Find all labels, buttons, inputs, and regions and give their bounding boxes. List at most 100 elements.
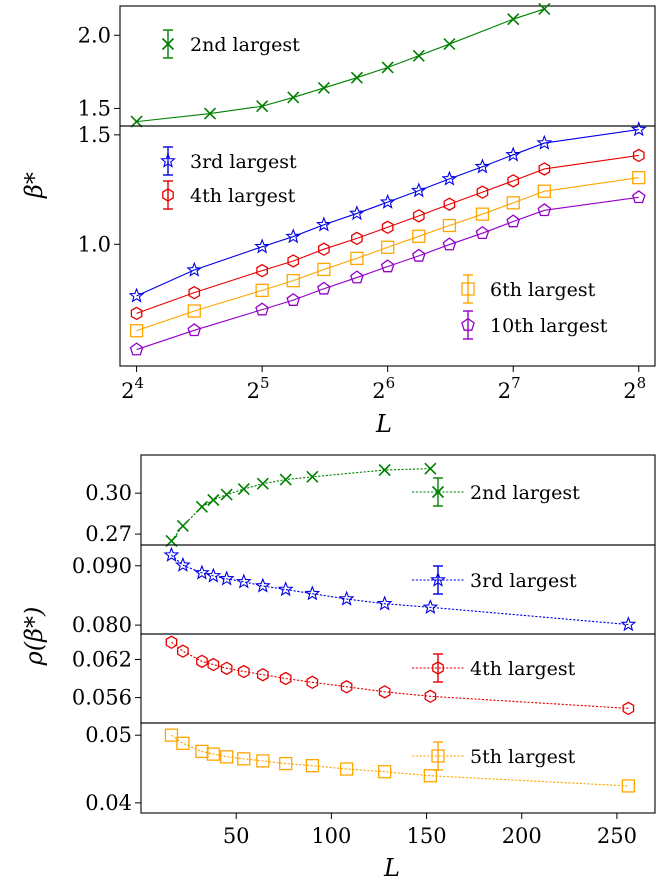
data-point [378,463,391,477]
series-line [136,8,545,123]
data-point [196,654,208,669]
data-point [318,242,330,256]
legend-label: 6th largest [490,279,596,301]
data-point [537,184,551,198]
data-point [350,251,364,266]
x-tick-label: 100 [311,824,351,848]
panel-top-upper: 1.5 2.0 2nd largest [78,2,656,128]
axes-frame [119,5,656,127]
series-4th-largest [130,148,645,321]
data-point [538,2,551,15]
data-point [410,182,427,198]
data-point [237,483,250,496]
data-point [177,644,189,658]
data-point [287,254,300,268]
data-point [220,661,233,676]
data-point [631,190,646,204]
series-line [136,128,639,297]
data-point [622,701,635,716]
legend-label: 2nd largest [470,482,580,504]
data-point [317,262,331,277]
data-point [443,197,456,211]
data-point [176,736,190,750]
data-point [207,657,220,672]
data-point [306,470,319,483]
data-point [164,728,179,742]
data-point [277,581,294,597]
data-point [186,261,203,277]
data-point [206,747,220,761]
panel-bottom-4: 0.04 0.05 50 100 150 200 250 5th largest [85,722,656,848]
data-point [412,49,425,62]
data-point [378,765,392,779]
data-point [411,248,426,262]
data-point [279,756,293,771]
data-point [507,174,520,188]
data-point [254,577,271,593]
data-point [193,564,210,580]
x-tick-label: 150 [407,824,447,848]
data-point [506,214,521,228]
data-point [306,675,319,690]
data-point [218,570,235,586]
legend-entry: 10th largest [461,310,608,340]
data-point [476,185,489,199]
data-point [350,71,363,84]
legend-label: 4th largest [470,658,576,680]
data-point [256,754,270,768]
series-line [171,468,431,542]
legend-marker [461,282,475,296]
data-point [256,477,269,490]
x-tick-label: 26 [372,374,395,403]
legend-label: 5th largest [470,746,576,768]
data-point [506,196,520,210]
data-point [507,13,520,26]
x-tick-label: 250 [597,824,637,848]
y-tick-label: 1.5 [78,96,111,120]
data-point [286,292,301,306]
data-point [128,287,145,303]
data-point [537,203,552,217]
legend-marker [461,317,475,331]
data-point [380,259,395,273]
series-line [171,734,629,787]
y-tick-label: 0.27 [85,522,132,546]
data-point [474,158,491,174]
data-point [475,225,490,240]
y-tick-label: 0.080 [72,613,132,637]
y-tick-label: 1.0 [78,232,111,256]
data-point [443,37,456,51]
y-tick-label: 0.05 [85,723,132,747]
x-tick-label: 200 [502,824,542,848]
bottom-y-axis-label: ρ(β*) [20,607,48,667]
data-point [381,240,395,254]
series-line [136,154,639,314]
data-point [376,595,393,611]
data-point [129,342,144,356]
data-point [442,237,457,251]
data-point [475,207,490,221]
series-5th-largest [164,728,635,793]
series-line [136,177,639,332]
legend-entry: 2nd largest [412,477,580,507]
data-point [632,171,646,185]
data-point [165,635,178,650]
data-point [538,162,551,176]
data-point [422,598,439,615]
data-point [286,273,300,288]
data-point [279,473,292,486]
legend-entry: 2nd largest [161,29,300,59]
top-x-axis-label: L [375,410,392,438]
series-2nd-largest [165,462,437,547]
legend-label: 3rd largest [190,151,297,173]
series-10th-largest [129,190,646,356]
data-point [381,61,394,74]
series-3rd-largest [163,546,637,632]
data-point [254,238,271,254]
series-4th-largest [165,635,635,716]
legend-label: 3rd largest [470,570,577,592]
data-point [129,324,144,338]
series-line [171,641,629,709]
data-point [174,556,191,572]
data-point [412,209,425,223]
